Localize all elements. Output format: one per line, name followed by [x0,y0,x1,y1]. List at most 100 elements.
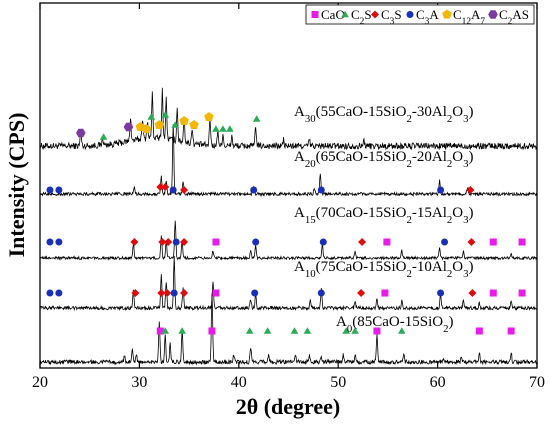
phase-marker [226,125,234,132]
legend-label: C3A [416,7,439,27]
xrd-trace [39,255,538,312]
legend-label: C2S [351,7,372,27]
phase-marker [141,124,152,133]
x-tick-label: 50 [330,374,346,391]
xrd-trace [39,220,538,261]
series-label: A10(75CaO-15SiO2-10Al2O3) [294,259,474,280]
phase-marker [489,238,497,246]
phase-marker [170,289,178,297]
legend-marker [406,11,414,18]
phase-marker [319,238,327,246]
phase-marker [169,186,177,194]
phase-marker [161,111,170,118]
phase-marker [358,238,367,246]
phase-marker [178,327,186,334]
series-label: A30(55CaO-15SiO2-30Al2O3) [294,104,474,125]
series-label: A15(70CaO-15SiO2-15Al2O3) [294,205,474,226]
phase-marker [46,289,54,297]
phase-marker [351,327,359,334]
phase-marker [475,327,483,335]
legend-marker [442,9,452,19]
phase-marker [518,238,526,246]
legend-label: CaO [321,7,345,22]
phase-marker [245,327,254,334]
phase-marker [179,116,189,125]
phase-marker [46,238,54,246]
legend-marker [371,10,379,19]
legend-marker [488,10,498,19]
phase-marker [208,327,216,335]
xrd-trace [39,293,538,366]
phase-marker [204,112,214,121]
x-tick-label: 20 [32,374,48,391]
phase-marker [156,327,164,335]
phase-marker [252,115,261,122]
phase-marker [158,238,167,246]
phase-marker [357,289,366,297]
phase-marker [99,133,108,140]
phase-marker [180,238,189,246]
phase-marker [381,289,389,297]
series-labels: A30(55CaO-15SiO2-30Al2O3) A20(65CaO-15SiO… [294,104,474,335]
x-axis-label: 2θ (degree) [236,394,341,419]
phase-marker [46,186,54,194]
phase-marker [180,186,189,194]
phase-marker [171,121,179,128]
phase-marker [161,183,170,191]
legend-marker [311,11,319,18]
phase-marker [468,289,477,297]
x-tick-label: 30 [131,374,147,391]
phase-marker [156,183,165,191]
legend-label: C2AS [499,7,529,27]
phase-marker [303,327,312,334]
phase-marker [157,289,166,297]
phase-marker [317,289,325,297]
legend-label: C12A7 [453,7,485,27]
plot-frame [39,2,538,369]
series-label: A0(85CaO-15SiO2) [336,314,454,335]
phase-marker [290,327,299,334]
phase-marker [123,122,134,132]
phase-marker [172,238,180,246]
phase-marker [252,238,260,246]
phase-marker [154,120,164,129]
xrd-trace [39,87,538,151]
phase-marker [507,327,515,335]
phase-marker [219,125,227,132]
phase-marker [250,186,258,194]
phase-marker [55,289,63,297]
phase-marker [373,327,381,335]
phase-marker [317,186,325,194]
legend-box [305,4,535,25]
phase-marker [189,120,199,129]
phase-marker [131,289,140,297]
phase-marker [76,128,86,138]
phase-marker [212,125,220,132]
legend-label: C3S [381,7,402,27]
phase-marker [55,186,63,194]
phase-marker [441,238,449,246]
x-axis-ticks: 20 30 40 50 60 70 [32,3,545,391]
x-tick-label: 60 [430,374,446,391]
phase-marker [263,327,272,334]
phase-marker [466,186,475,194]
phase-marker [251,289,259,297]
phase-marker [130,238,139,246]
phase-marker [55,238,63,246]
legend: CaO C2S C3S C3A C12A7 C2AS [305,4,535,27]
phase-marker [467,238,476,246]
phase-marker [518,289,526,297]
phase-marker [437,186,445,194]
x-tick-label: 70 [529,374,545,391]
x-tick-label: 40 [231,374,247,391]
xrd-traces [39,87,538,366]
xrd-trace [39,124,538,197]
phase-marker [163,289,172,297]
phase-marker [437,289,445,297]
y-axis-label: Intensity (CPS) [4,113,29,258]
phase-markers [46,111,526,335]
phase-marker [342,327,350,334]
phase-marker [383,238,391,246]
phase-marker [164,238,173,246]
